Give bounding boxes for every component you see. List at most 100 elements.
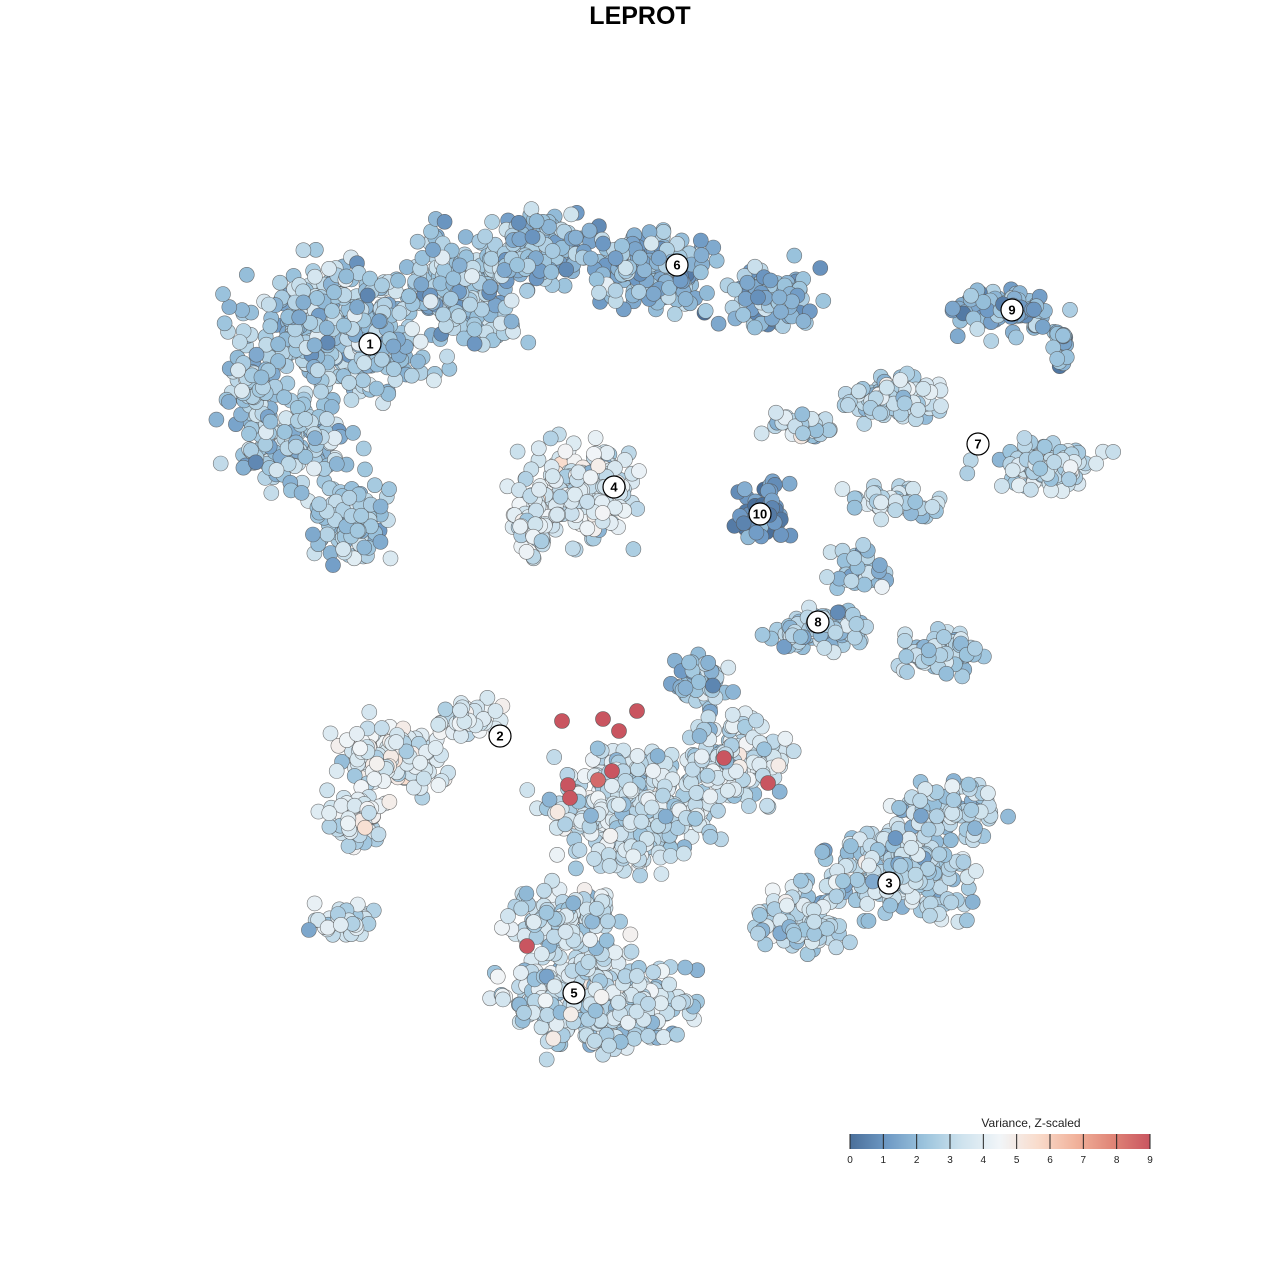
data-point bbox=[629, 748, 646, 764]
data-point bbox=[610, 796, 627, 813]
data-point bbox=[681, 654, 698, 671]
data-point bbox=[719, 782, 736, 799]
data-point bbox=[321, 805, 338, 821]
data-point bbox=[321, 260, 337, 277]
data-point bbox=[661, 976, 678, 993]
data-point bbox=[324, 303, 340, 319]
data-point bbox=[687, 810, 704, 827]
data-point bbox=[413, 276, 430, 293]
data-point bbox=[835, 873, 851, 889]
data-point bbox=[741, 798, 757, 814]
data-point bbox=[842, 934, 858, 951]
data-point bbox=[545, 1030, 562, 1047]
legend-tick-label: 1 bbox=[881, 1155, 887, 1166]
data-point bbox=[276, 424, 293, 440]
data-point-high bbox=[611, 723, 627, 739]
data-point bbox=[391, 305, 408, 321]
cluster-label-text: 6 bbox=[673, 258, 680, 273]
data-point bbox=[230, 362, 246, 379]
data-point bbox=[291, 309, 308, 326]
data-point bbox=[882, 897, 899, 914]
data-point bbox=[248, 454, 264, 471]
data-point bbox=[949, 328, 966, 345]
data-point bbox=[967, 820, 983, 837]
data-point bbox=[943, 894, 960, 911]
data-point bbox=[482, 279, 498, 295]
cluster-label-text: 8 bbox=[814, 615, 821, 630]
data-point bbox=[410, 353, 426, 370]
data-point-high bbox=[554, 713, 570, 729]
cluster-label-text: 7 bbox=[974, 437, 981, 452]
data-point bbox=[994, 478, 1010, 494]
data-point bbox=[500, 908, 516, 924]
data-point bbox=[670, 995, 687, 1012]
data-point bbox=[306, 460, 322, 477]
cluster-label-text: 5 bbox=[570, 986, 577, 1001]
data-point bbox=[253, 369, 270, 386]
data-point bbox=[960, 776, 977, 793]
data-point bbox=[846, 499, 863, 516]
data-point bbox=[588, 900, 605, 917]
data-point bbox=[827, 624, 844, 641]
data-point-high bbox=[562, 790, 578, 806]
data-point-high bbox=[760, 775, 776, 791]
data-point bbox=[834, 481, 851, 497]
data-point bbox=[631, 283, 647, 300]
data-point-high bbox=[590, 772, 606, 788]
data-point bbox=[942, 832, 959, 849]
data-point bbox=[567, 229, 584, 246]
data-point bbox=[748, 712, 765, 729]
data-point bbox=[430, 716, 447, 733]
cluster-label-text: 3 bbox=[885, 876, 892, 891]
data-point bbox=[588, 271, 605, 288]
data-point bbox=[913, 807, 929, 824]
data-point bbox=[640, 1028, 657, 1044]
legend-tick-label: 9 bbox=[1147, 1155, 1153, 1166]
data-point bbox=[425, 242, 441, 258]
data-point bbox=[692, 232, 709, 249]
data-point bbox=[861, 857, 877, 874]
data-point bbox=[361, 804, 377, 821]
data-point bbox=[484, 214, 500, 230]
data-point bbox=[390, 272, 406, 289]
data-point bbox=[415, 770, 432, 787]
data-point bbox=[887, 502, 904, 519]
data-point bbox=[816, 640, 833, 656]
data-point bbox=[519, 283, 535, 299]
data-point bbox=[643, 799, 660, 816]
data-point bbox=[702, 788, 719, 805]
data-point bbox=[920, 642, 937, 659]
data-point bbox=[770, 757, 787, 774]
data-point bbox=[357, 461, 373, 478]
data-point bbox=[357, 819, 373, 836]
data-point bbox=[295, 294, 312, 311]
data-point bbox=[374, 277, 390, 294]
data-point-high bbox=[716, 750, 732, 766]
legend-tick-label: 6 bbox=[1047, 1155, 1053, 1166]
cluster-label-4: 4 bbox=[602, 475, 626, 499]
data-point bbox=[582, 931, 598, 948]
data-point bbox=[216, 315, 233, 332]
data-point bbox=[464, 268, 480, 285]
data-point bbox=[538, 1051, 555, 1068]
data-point bbox=[581, 222, 598, 239]
data-point bbox=[779, 897, 795, 914]
legend-tick-label: 7 bbox=[1081, 1155, 1087, 1166]
data-point bbox=[622, 926, 639, 943]
data-point bbox=[677, 291, 694, 307]
data-point bbox=[735, 306, 752, 323]
data-point bbox=[632, 867, 648, 884]
data-point bbox=[549, 506, 566, 523]
legend-color-bar bbox=[850, 1134, 1150, 1149]
data-point bbox=[910, 401, 926, 418]
data-point bbox=[319, 919, 336, 936]
data-point bbox=[599, 445, 615, 461]
data-point bbox=[688, 785, 705, 801]
data-point bbox=[260, 296, 277, 313]
data-point bbox=[215, 286, 231, 302]
data-point bbox=[967, 640, 983, 657]
data-point bbox=[762, 272, 779, 289]
data-point bbox=[739, 274, 756, 291]
data-point-high bbox=[560, 777, 576, 793]
